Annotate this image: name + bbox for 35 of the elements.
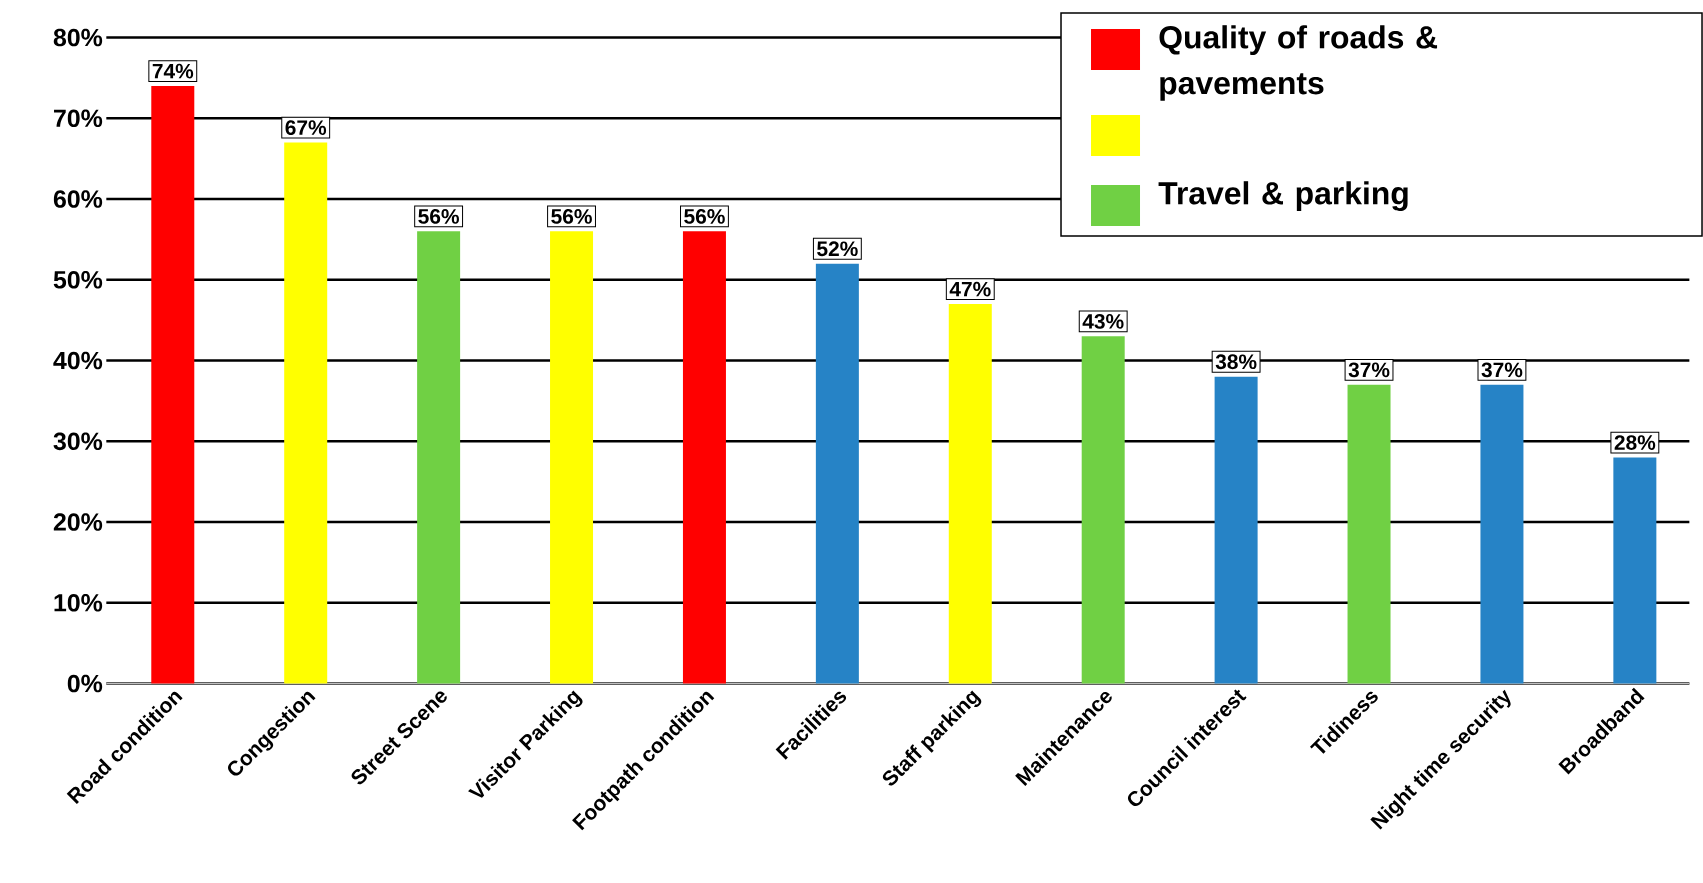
y-tick-label: 20% bbox=[53, 513, 103, 531]
data-label: 37% bbox=[1348, 362, 1390, 378]
bar bbox=[815, 263, 859, 684]
y-tick-label: 60% bbox=[53, 190, 103, 208]
y-tick-label: 40% bbox=[53, 351, 103, 370]
data-label: 43% bbox=[1082, 313, 1124, 329]
data-label: 52% bbox=[817, 241, 858, 257]
bar bbox=[1347, 384, 1391, 684]
bar bbox=[417, 231, 461, 684]
bar bbox=[948, 304, 992, 684]
bar bbox=[1081, 336, 1125, 684]
data-label: 56% bbox=[551, 209, 592, 224]
y-tick-label: 80% bbox=[53, 28, 103, 47]
bar bbox=[151, 85, 195, 684]
data-label: 67% bbox=[285, 120, 327, 136]
y-tick-label: 10% bbox=[54, 593, 103, 612]
bar bbox=[550, 231, 594, 684]
bar bbox=[1613, 457, 1657, 684]
legend-label: Travel & parking bbox=[1158, 181, 1408, 212]
data-label: 74% bbox=[152, 63, 194, 79]
data-label: 47% bbox=[949, 281, 991, 297]
legend-label: Quality of roads & pavements bbox=[1159, 25, 1438, 101]
y-tick-label: 70% bbox=[54, 109, 103, 128]
y-tick-label: 30% bbox=[53, 432, 103, 451]
data-label: 28% bbox=[1614, 435, 1656, 450]
data-label: 56% bbox=[684, 209, 725, 224]
bar bbox=[284, 142, 328, 684]
y-tick-label: 50% bbox=[53, 270, 103, 289]
bar bbox=[682, 231, 726, 684]
data-label: 38% bbox=[1215, 354, 1257, 370]
data-label: 56% bbox=[418, 209, 459, 224]
bar bbox=[1480, 384, 1524, 684]
y-tick-label: 0% bbox=[67, 674, 103, 693]
data-label: 37% bbox=[1481, 362, 1523, 378]
bar bbox=[1214, 376, 1258, 684]
